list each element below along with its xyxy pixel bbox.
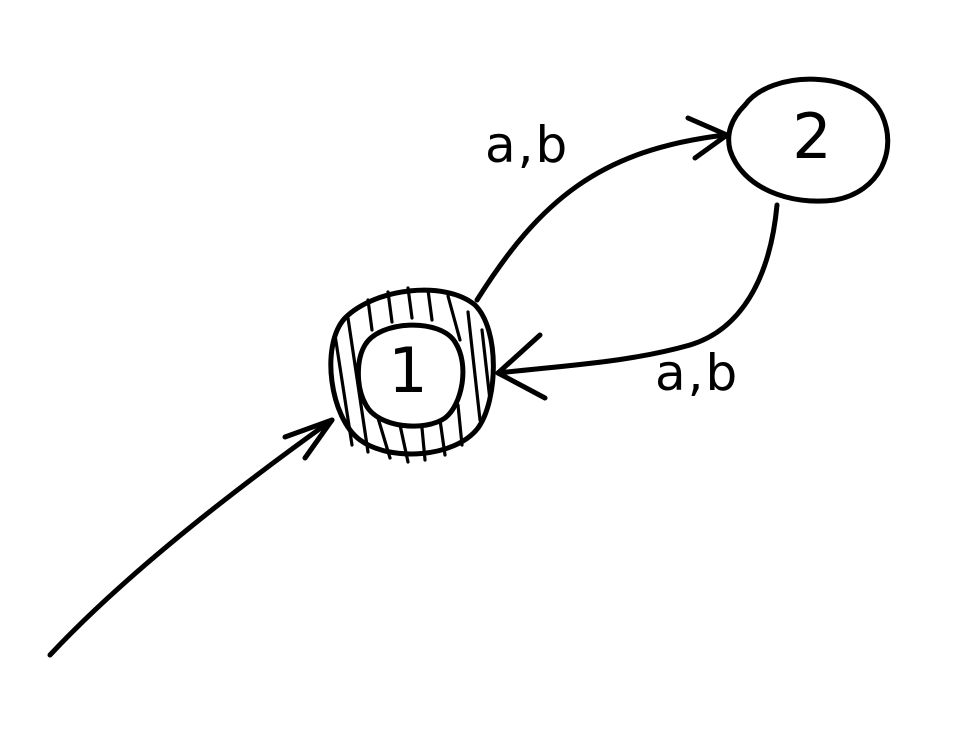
transition-1-to-2-label: a,b: [485, 116, 569, 174]
transition-2-to-1-label: a,b: [655, 344, 739, 402]
transition-1-to-2-line: [474, 132, 728, 303]
transition-2-to-1: a,b: [495, 202, 780, 402]
transition-2-to-1-arrowhead: [495, 332, 548, 401]
state-1: 1: [328, 286, 496, 464]
state-2-label: 2: [792, 100, 831, 173]
transition-2-to-1-line: [495, 202, 780, 376]
transition-1-to-2-arrowhead: [685, 115, 730, 161]
initial-arrow-line: [47, 417, 335, 658]
initial-arrow-head: [282, 417, 335, 461]
state-2: 2: [726, 76, 891, 204]
state-2-circle: [726, 76, 891, 204]
state-1-hatching: [333, 286, 492, 464]
state-1-label: 1: [388, 334, 427, 407]
transition-1-to-2: a,b: [474, 115, 730, 303]
initial-arrow: [47, 417, 335, 658]
state-1-outer-circle: [328, 287, 496, 457]
state-1-inner-circle: [355, 322, 466, 429]
